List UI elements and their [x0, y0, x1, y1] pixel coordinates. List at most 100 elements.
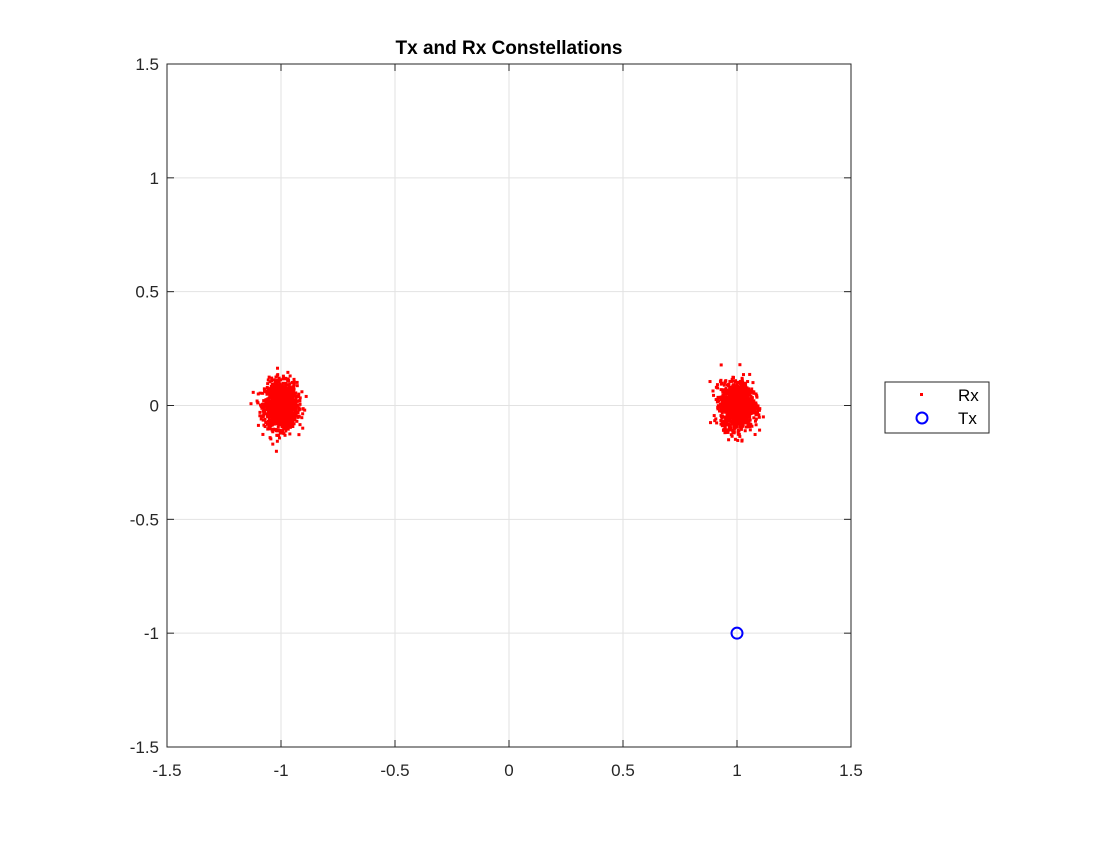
rx-point [272, 422, 276, 426]
rx-point [731, 419, 735, 423]
rx-point [251, 390, 255, 394]
rx-point [751, 408, 755, 412]
legend[interactable]: Rx Tx [884, 381, 990, 434]
rx-point [734, 406, 738, 410]
rx-point [261, 418, 265, 422]
rx-point [264, 420, 268, 424]
rx-point [740, 385, 744, 389]
rx-point [279, 414, 283, 418]
rx-point [726, 396, 730, 400]
rx-point [294, 397, 298, 401]
rx-point [736, 428, 740, 432]
rx-point [722, 423, 726, 427]
rx-point [292, 408, 296, 412]
rx-point [291, 391, 295, 395]
rx-point [739, 416, 743, 420]
x-tick-label: 0.5 [611, 761, 635, 780]
rx-point [266, 399, 270, 403]
rx-point [730, 422, 734, 426]
rx-point [728, 400, 732, 404]
rx-point [281, 412, 285, 416]
rx-point [275, 433, 279, 437]
rx-point [282, 426, 286, 430]
rx-point [735, 419, 739, 423]
rx-point [293, 402, 297, 406]
rx-point [290, 400, 294, 404]
rx-point [746, 413, 750, 417]
rx-point [754, 423, 758, 427]
rx-point [724, 430, 728, 434]
rx-point [722, 383, 726, 387]
rx-point [728, 379, 732, 383]
rx-point [267, 396, 271, 400]
rx-point [740, 378, 744, 382]
rx-point [729, 426, 733, 430]
rx-point [288, 394, 292, 398]
x-tick-label: 1.5 [839, 761, 863, 780]
rx-point [275, 386, 279, 390]
rx-point [737, 381, 741, 385]
rx-point [273, 386, 277, 390]
rx-point [282, 423, 286, 427]
rx-point [267, 375, 271, 379]
rx-point [752, 391, 756, 395]
rx-point [724, 418, 728, 422]
data-layer [249, 363, 765, 640]
rx-point [748, 372, 752, 376]
rx-point [729, 409, 733, 413]
rx-point [746, 423, 750, 427]
rx-point [729, 394, 733, 398]
rx-point [738, 434, 742, 438]
rx-point [729, 419, 733, 423]
rx-point [293, 408, 297, 412]
rx-point [716, 395, 720, 399]
rx-point [730, 402, 734, 406]
rx-point [286, 379, 290, 383]
rx-point [272, 399, 276, 403]
rx-point [723, 415, 727, 419]
rx-point [709, 421, 713, 425]
rx-point [741, 417, 745, 421]
rx-point [281, 381, 285, 385]
rx-cluster [708, 363, 765, 443]
rx-point [748, 422, 752, 426]
rx-point [258, 391, 262, 395]
rx-point [285, 408, 289, 412]
rx-point [718, 395, 722, 399]
rx-point [265, 392, 269, 396]
rx-point [290, 407, 294, 411]
rx-point [740, 376, 744, 380]
rx-point [259, 417, 263, 421]
rx-point [746, 380, 750, 384]
rx-point [286, 392, 290, 396]
rx-point [730, 434, 734, 438]
rx-point [292, 383, 296, 387]
rx-point [280, 429, 284, 433]
rx-point [736, 392, 740, 396]
rx-point [249, 402, 253, 406]
rx-point [290, 397, 294, 401]
rx-point [275, 384, 279, 388]
rx-point [754, 401, 758, 405]
rx-point [270, 419, 274, 423]
rx-point [271, 442, 275, 446]
rx-point [287, 418, 291, 422]
rx-point [749, 394, 753, 398]
rx-point [748, 425, 752, 429]
rx-point [746, 410, 750, 414]
rx-point [284, 383, 288, 387]
rx-point [277, 401, 281, 405]
rx-point [288, 424, 292, 428]
rx-point [269, 386, 273, 390]
rx-point [260, 414, 264, 418]
rx-point [286, 427, 290, 431]
rx-point [721, 388, 725, 392]
rx-point [272, 412, 276, 416]
rx-point [291, 386, 295, 390]
rx-point [277, 376, 281, 380]
rx-point [268, 399, 272, 403]
rx-point [744, 417, 748, 421]
rx-point [737, 402, 741, 406]
rx-point [729, 428, 733, 432]
